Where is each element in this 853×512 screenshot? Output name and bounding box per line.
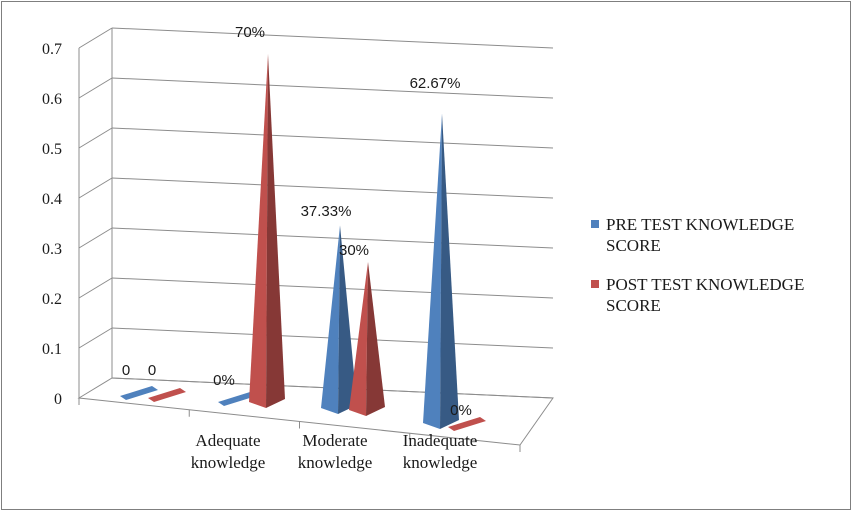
cone-1-1: [249, 54, 268, 408]
cone-shade-0-3: [440, 113, 459, 430]
y-tick-label: 0: [54, 391, 62, 408]
gridline-depth: [78, 77, 113, 99]
y-tick-label: 0.1: [42, 341, 62, 358]
data-label: 30%: [339, 242, 369, 259]
y-tick-label: 0.5: [42, 141, 62, 158]
gridline: [111, 227, 554, 249]
x-category-label: Adequate: [195, 431, 260, 450]
gridline-depth: [78, 277, 113, 299]
floor: [77, 377, 554, 446]
x-category-label: knowledge: [191, 453, 266, 472]
cone-0-1: [218, 392, 256, 406]
data-label: 70%: [235, 24, 265, 41]
gridline-depth: [78, 27, 113, 49]
y-tick-label: 0.2: [42, 291, 62, 308]
data-label: 0%: [213, 372, 235, 389]
cone-1-0: [148, 388, 186, 402]
legend-swatch: [591, 280, 599, 288]
gridline: [111, 177, 554, 199]
y-tick-label: 0.7: [42, 41, 62, 58]
y-tick-label: 0.4: [42, 191, 62, 208]
gridline-depth: [78, 327, 113, 349]
gridline: [111, 27, 554, 49]
y-tick-label: 0.3: [42, 241, 62, 258]
data-label: 0: [148, 362, 156, 379]
x-category-label: Moderate: [302, 431, 367, 450]
x-category-label: knowledge: [298, 453, 373, 472]
gridline-depth: [78, 227, 113, 249]
cone-shade-1-2: [366, 262, 385, 416]
cone-1-2: [349, 262, 368, 416]
cone-0-0: [120, 386, 158, 400]
cone-shade-0-2: [338, 225, 357, 414]
data-label: 62.67%: [410, 75, 461, 92]
cone-0-2: [321, 225, 340, 414]
cone-shade-1-1: [266, 54, 285, 408]
x-category-label: Inadequate: [403, 431, 478, 450]
cone-1-3: [448, 417, 486, 431]
y-tick-label: 0.6: [42, 91, 62, 108]
legend-label: PRE TEST KNOWLEDGE: [606, 215, 794, 234]
legend-label: SCORE: [606, 296, 661, 315]
gridline-depth: [78, 127, 113, 149]
legend-swatch: [591, 220, 599, 228]
data-label: 37.33%: [301, 203, 352, 220]
gridline: [111, 277, 554, 299]
cone-0-3: [423, 113, 442, 430]
gridline: [111, 127, 554, 149]
gridline: [111, 77, 554, 99]
data-label: 0: [122, 362, 130, 379]
legend-label: POST TEST KNOWLEDGE: [606, 275, 804, 294]
legend-label: SCORE: [606, 236, 661, 255]
gridline-depth: [78, 177, 113, 199]
x-category-label: knowledge: [403, 453, 478, 472]
data-label: 0%: [450, 402, 472, 419]
